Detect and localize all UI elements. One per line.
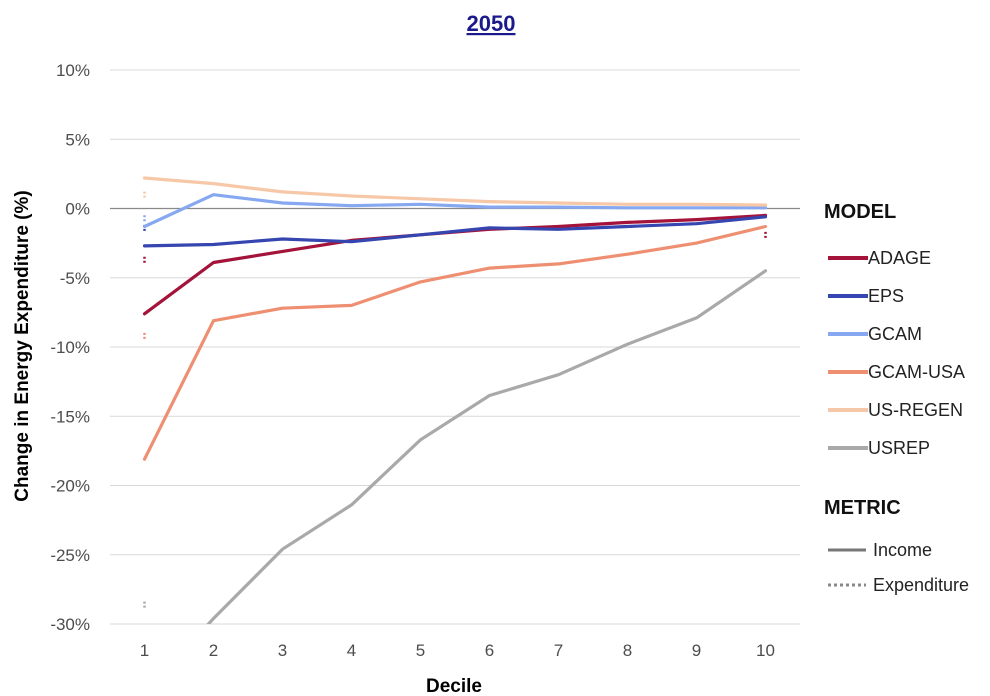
legend-metrics: Income Expenditure: [828, 540, 969, 595]
y-tick-label: 0%: [65, 200, 90, 219]
y-axis-label: Change in Energy Expenditure (%): [12, 190, 33, 501]
legend-label-expenditure: Expenditure: [873, 575, 969, 595]
x-tick-label: 10: [756, 641, 775, 660]
y-axis-ticks: 10% 5% 0% -5% -10% -15% -20% -25% -30%: [50, 61, 90, 634]
y-tick-label: -25%: [50, 546, 90, 565]
legend: MODEL ADAGEEPSGCAMGCAM-USAUS-REGENUSREP …: [824, 201, 969, 595]
y-tick-label: -5%: [60, 269, 90, 288]
series-line-gcam: [142, 193, 768, 229]
y-tick-label: 5%: [65, 130, 90, 149]
grid-lines: [110, 69, 800, 625]
x-axis-ticks: 1 2 3 4 5 6 7 8 9 10: [140, 641, 775, 660]
y-tick-label: -15%: [50, 407, 90, 426]
legend-models: ADAGE EPS GCAM GCAM-USA US-REGEN USREP: [828, 248, 965, 458]
legend-label-us-regen: US-REGEN: [868, 400, 963, 420]
legend-label-adage: ADAGE: [868, 248, 931, 268]
legend-label-usrep: USREP: [868, 438, 930, 458]
y-tick-label: 10%: [56, 61, 90, 80]
y-tick-label: -20%: [50, 477, 90, 496]
legend-label-income: Income: [873, 540, 932, 560]
legend-metric-title: METRIC: [824, 497, 901, 519]
series-lines: [142, 176, 768, 624]
y-tick-label: -10%: [50, 338, 90, 357]
y-tick-label: -30%: [50, 615, 90, 634]
legend-model-title: MODEL: [824, 201, 896, 223]
series-line-eps: [142, 215, 768, 248]
x-tick-label: 1: [140, 641, 149, 660]
series-line-usrep: [206, 269, 768, 624]
x-tick-label: 6: [485, 641, 494, 660]
legend-label-gcam-usa: GCAM-USA: [868, 362, 965, 382]
series-line-us-regen: [142, 176, 768, 207]
x-tick-label: 4: [347, 641, 356, 660]
x-tick-label: 5: [416, 641, 425, 660]
chart-title: 2050: [467, 11, 516, 36]
series-line-gcam-usa: [142, 224, 768, 461]
x-tick-label: 3: [278, 641, 287, 660]
legend-label-eps: EPS: [868, 286, 904, 306]
x-tick-label: 7: [554, 641, 563, 660]
x-tick-label: 2: [209, 641, 218, 660]
x-tick-label: 8: [623, 641, 632, 660]
legend-label-gcam: GCAM: [868, 324, 922, 344]
x-tick-label: 9: [692, 641, 701, 660]
x-axis-label: Decile: [426, 676, 482, 696]
expenditure-markers: [143, 191, 767, 608]
